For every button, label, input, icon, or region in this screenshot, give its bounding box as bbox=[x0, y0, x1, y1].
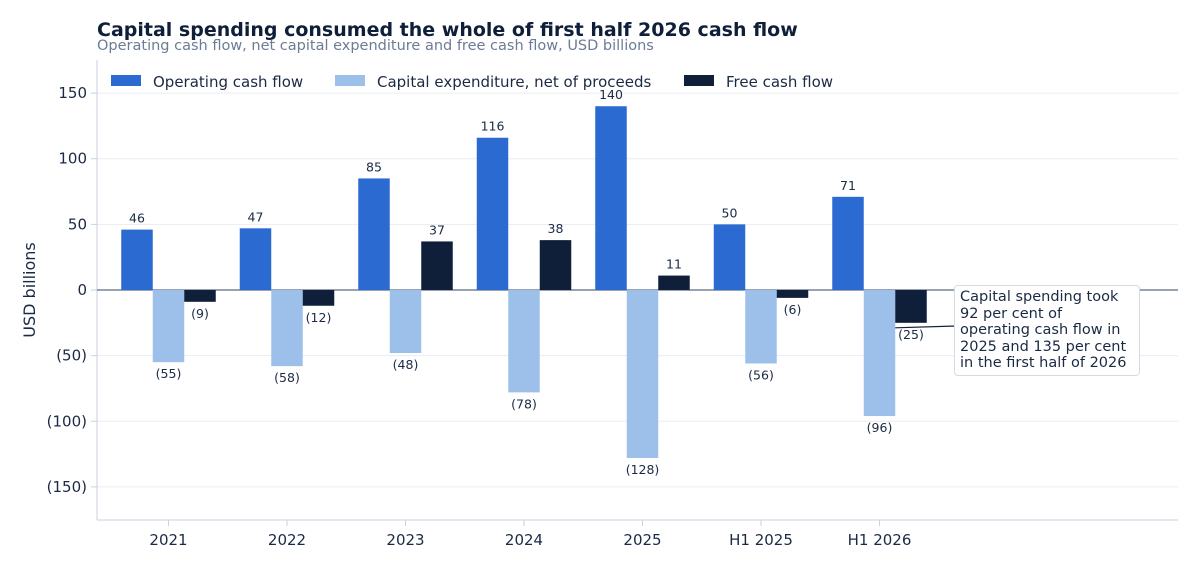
x-tick-label: 2021 bbox=[149, 531, 187, 549]
data-label: 71 bbox=[840, 178, 856, 193]
data-label: 11 bbox=[666, 257, 682, 272]
bar-free bbox=[184, 290, 216, 302]
x-tick-label: 2022 bbox=[268, 531, 306, 549]
y-tick-label: 0 bbox=[77, 281, 87, 299]
legend-swatch bbox=[684, 75, 714, 86]
bar-capex bbox=[863, 290, 896, 417]
chart-title: Capital spending consumed the whole of f… bbox=[97, 19, 798, 41]
bar-operating bbox=[121, 229, 153, 290]
bar-operating bbox=[476, 137, 509, 290]
y-tick-label: 150 bbox=[58, 84, 87, 102]
bar-operating bbox=[713, 224, 746, 290]
data-label: 140 bbox=[599, 87, 623, 102]
legend-label: Free cash flow bbox=[726, 73, 833, 91]
x-tick-label: 2023 bbox=[386, 531, 424, 549]
data-label: (9) bbox=[191, 306, 209, 321]
legend-label: Capital expenditure, net of proceeds bbox=[377, 73, 652, 91]
bar-operating bbox=[239, 228, 272, 290]
bar-operating bbox=[595, 106, 627, 291]
data-label: (12) bbox=[306, 310, 332, 325]
bar-operating bbox=[832, 196, 864, 290]
callout-pointer bbox=[895, 325, 957, 329]
bar-capex bbox=[271, 290, 303, 367]
x-tick-label: H1 2026 bbox=[848, 531, 912, 549]
legend-swatch bbox=[335, 75, 365, 86]
data-label: (25) bbox=[898, 327, 924, 342]
label-layer: 46 (55) (9) 47 (58) (12) 85 (48) 37 116 (78) 38 140 (… bbox=[129, 87, 924, 477]
legend-swatch bbox=[111, 75, 141, 86]
data-label: 46 bbox=[129, 211, 145, 226]
x-tick-label: 2024 bbox=[505, 531, 543, 549]
bar-capex bbox=[389, 290, 422, 354]
data-label: (55) bbox=[156, 366, 182, 381]
bar-capex bbox=[626, 290, 659, 459]
data-label: (6) bbox=[784, 302, 802, 317]
data-label: (48) bbox=[393, 357, 419, 372]
data-label: 50 bbox=[722, 205, 738, 220]
y-tick-label: 100 bbox=[58, 150, 87, 168]
y-tick-label: (50) bbox=[56, 347, 87, 365]
data-label: (128) bbox=[626, 462, 660, 477]
y-axis-label: USD billions bbox=[20, 242, 39, 337]
data-label: 38 bbox=[548, 221, 564, 236]
bar-free bbox=[776, 290, 809, 298]
x-tick-label: 2025 bbox=[623, 531, 661, 549]
data-label: (58) bbox=[274, 370, 300, 385]
bar-capex bbox=[508, 290, 540, 393]
data-label: (78) bbox=[511, 396, 537, 411]
annotation-callout: Capital spending took 92 per cent of ope… bbox=[954, 285, 1140, 376]
bar-free bbox=[539, 240, 572, 290]
bar-layer bbox=[121, 106, 927, 459]
y-tick-label: (150) bbox=[47, 478, 87, 496]
x-tick-label: H1 2025 bbox=[729, 531, 793, 549]
legend-label: Operating cash flow bbox=[153, 73, 303, 91]
data-label: 116 bbox=[481, 119, 505, 134]
bar-operating bbox=[358, 178, 390, 290]
data-label: (96) bbox=[867, 420, 893, 435]
bar-free bbox=[421, 241, 453, 290]
data-label: 37 bbox=[429, 222, 445, 237]
data-label: (56) bbox=[748, 368, 774, 383]
bar-free bbox=[302, 290, 335, 306]
chart-subtitle: Operating cash flow, net capital expendi… bbox=[97, 38, 654, 54]
legend: Operating cash flow Capital expenditure, … bbox=[111, 73, 833, 91]
y-tick-label: (100) bbox=[47, 412, 87, 430]
bar-free bbox=[658, 275, 690, 290]
bar-capex bbox=[745, 290, 777, 364]
data-label: 47 bbox=[248, 209, 264, 224]
data-label: 85 bbox=[366, 159, 382, 174]
bar-free bbox=[895, 290, 927, 323]
y-tick-label: 50 bbox=[68, 215, 87, 233]
bar-capex bbox=[152, 290, 185, 363]
